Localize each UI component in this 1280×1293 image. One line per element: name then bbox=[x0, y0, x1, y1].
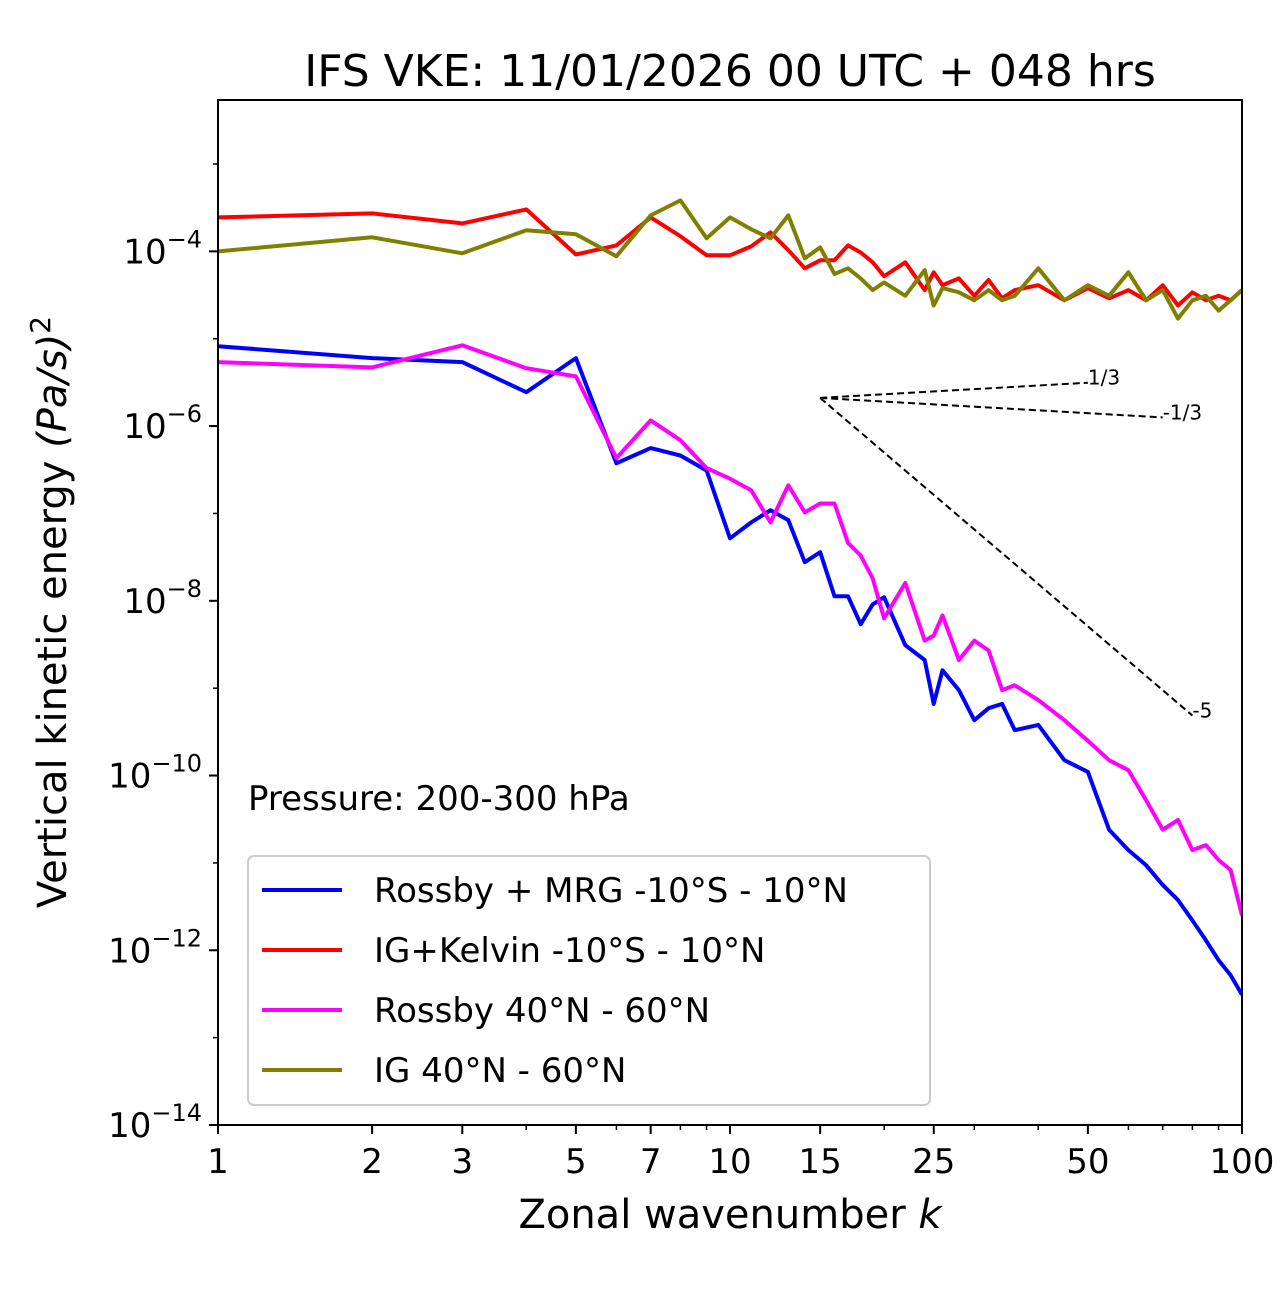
x-axis-ticks: 1 2 3 5 7 10 15 25 50 100 bbox=[207, 1125, 1274, 1182]
y-tick-exponent: −12 bbox=[151, 924, 202, 952]
chart-title: IFS VKE: 11/01/2026 00 UTC + 048 hrs bbox=[304, 46, 1156, 97]
y-tick-exponent: −14 bbox=[151, 1099, 202, 1127]
series-line-3 bbox=[218, 198, 1242, 321]
x-tick-label: 100 bbox=[1210, 1142, 1275, 1182]
y-tick-exponent: −4 bbox=[167, 225, 202, 253]
x-axis-label-text: Zonal wavenumber bbox=[518, 1192, 906, 1238]
x-tick-label: 50 bbox=[1066, 1142, 1109, 1182]
y-tick-exponent: −8 bbox=[167, 575, 202, 603]
y-axis-label: Vertical kinetic energy (Pa/s)2 bbox=[24, 316, 76, 908]
y-tick-base: 10 bbox=[123, 232, 166, 272]
y-tick-base: 10 bbox=[123, 407, 166, 447]
x-tick-label: 10 bbox=[708, 1142, 751, 1182]
y-tick-base: 10 bbox=[108, 1106, 151, 1146]
legend: Rossby + MRG -10°S - 10°N IG+Kelvin -10°S… bbox=[247, 855, 931, 1106]
series-line-2 bbox=[218, 343, 1242, 916]
x-tick-label: 1 bbox=[207, 1142, 229, 1182]
legend-label-0: Rossby + MRG -10°S - 10°N bbox=[374, 871, 848, 911]
series-line-1 bbox=[218, 207, 1242, 308]
y-tick-label: 10−12 bbox=[108, 924, 202, 971]
y-axis-label-units: (Pa/s) bbox=[30, 334, 76, 448]
y-tick-label: 10−6 bbox=[123, 400, 202, 447]
y-axis-label-text: Vertical kinetic energy bbox=[30, 461, 76, 909]
x-axis-label-var: k bbox=[918, 1192, 943, 1238]
reference-line-label-2: -5 bbox=[1192, 699, 1212, 723]
y-tick-label: 10−10 bbox=[108, 750, 202, 797]
reference-line-label-0: 1/3 bbox=[1088, 366, 1120, 390]
y-tick-base: 10 bbox=[108, 931, 151, 971]
reference-line-slope-1 bbox=[820, 396, 1163, 419]
plot-area: 1/3 -1/3 -5 bbox=[218, 198, 1242, 996]
legend-label-1: IG+Kelvin -10°S - 10°N bbox=[374, 931, 765, 971]
reference-line-slope-0 bbox=[820, 381, 1088, 399]
x-tick-label: 15 bbox=[799, 1142, 842, 1182]
legend-label-3: IG 40°N - 60°N bbox=[374, 1051, 626, 1091]
reference-line-label-1: -1/3 bbox=[1163, 400, 1202, 424]
y-axis-label-exp: 2 bbox=[24, 316, 57, 334]
x-tick-label: 3 bbox=[451, 1142, 473, 1182]
x-tick-label: 2 bbox=[361, 1142, 383, 1182]
legend-label-2: Rossby 40°N - 60°N bbox=[374, 991, 710, 1031]
reference-line-slope-2 bbox=[819, 397, 1194, 717]
legend-box bbox=[247, 855, 931, 1106]
y-tick-label: 10−8 bbox=[123, 575, 202, 622]
x-tick-label: 5 bbox=[565, 1142, 587, 1182]
pressure-annotation: Pressure: 200-300 hPa bbox=[248, 779, 630, 819]
series-line-0 bbox=[218, 344, 1242, 996]
y-tick-base: 10 bbox=[108, 757, 151, 797]
y-tick-exponent: −6 bbox=[167, 400, 202, 428]
y-tick-base: 10 bbox=[123, 582, 166, 622]
x-tick-label: 7 bbox=[640, 1142, 662, 1182]
y-tick-label: 10−14 bbox=[108, 1099, 202, 1146]
x-tick-label: 25 bbox=[912, 1142, 955, 1182]
x-axis-label: Zonal wavenumber k bbox=[518, 1192, 943, 1238]
y-tick-label: 10−4 bbox=[123, 225, 202, 272]
y-tick-exponent: −10 bbox=[151, 750, 202, 778]
